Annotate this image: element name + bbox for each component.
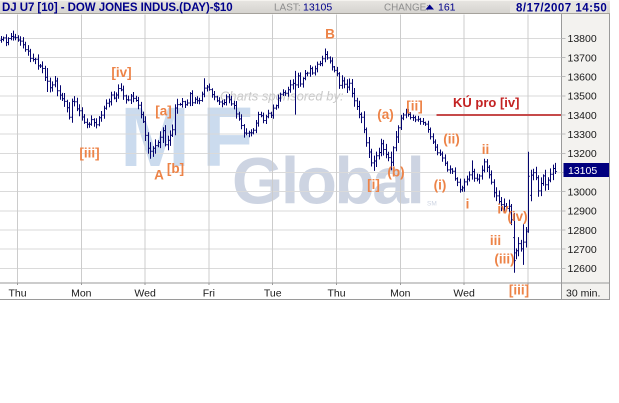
- svg-text:Thu: Thu: [8, 288, 26, 300]
- svg-text:13500: 13500: [568, 91, 597, 103]
- svg-text:iv: iv: [497, 202, 509, 217]
- svg-text:13300: 13300: [568, 129, 597, 141]
- svg-text:13800: 13800: [568, 33, 597, 45]
- svg-text:B: B: [325, 27, 335, 42]
- svg-text:Global: Global: [232, 144, 422, 218]
- svg-text:Mon: Mon: [390, 288, 411, 300]
- svg-text:12800: 12800: [568, 225, 597, 237]
- svg-text:(iv): (iv): [507, 209, 527, 224]
- svg-text:DJ U7 [10] - DOW JONES INDUS.(: DJ U7 [10] - DOW JONES INDUS.(DAY)-$10: [2, 2, 233, 14]
- svg-text:13105: 13105: [568, 165, 597, 177]
- svg-text:(iii): (iii): [494, 252, 514, 267]
- svg-text:KÚ pro [iv]: KÚ pro [iv]: [453, 95, 519, 110]
- svg-text:SM: SM: [427, 201, 437, 208]
- svg-text:12900: 12900: [568, 206, 597, 218]
- svg-text:8/17/2007 14:50: 8/17/2007 14:50: [516, 3, 607, 15]
- svg-text:12600: 12600: [568, 263, 597, 275]
- svg-text:Mon: Mon: [71, 288, 92, 300]
- svg-text:13400: 13400: [568, 110, 597, 122]
- svg-text:13200: 13200: [568, 148, 597, 160]
- svg-text:13000: 13000: [568, 186, 597, 198]
- svg-text:(b): (b): [387, 165, 404, 180]
- svg-text:A: A: [154, 167, 164, 182]
- svg-text:Wed: Wed: [134, 288, 156, 300]
- svg-text:CHANGE:: CHANGE:: [384, 3, 429, 14]
- svg-text:[iii]: [iii]: [509, 283, 529, 298]
- svg-text:Tue: Tue: [264, 288, 282, 300]
- svg-text:12700: 12700: [568, 244, 597, 256]
- svg-text:LAST:: LAST:: [274, 3, 301, 14]
- svg-text:[b]: [b]: [167, 161, 184, 176]
- svg-text:[iv]: [iv]: [111, 65, 131, 80]
- svg-text:(a): (a): [377, 107, 394, 122]
- svg-text:[a]: [a]: [155, 103, 172, 118]
- svg-text:Thu: Thu: [327, 288, 345, 300]
- svg-text:30 min.: 30 min.: [566, 288, 600, 300]
- svg-text:(ii): (ii): [443, 132, 460, 147]
- svg-text:13600: 13600: [568, 71, 597, 83]
- svg-text:(i): (i): [434, 178, 447, 193]
- svg-text:161: 161: [438, 2, 456, 14]
- svg-text:ii: ii: [482, 142, 490, 157]
- svg-text:[i]: [i]: [367, 177, 380, 192]
- svg-text:13700: 13700: [568, 52, 597, 64]
- svg-text:iii: iii: [490, 233, 501, 248]
- svg-text:Fri: Fri: [203, 288, 215, 300]
- svg-text:[iii]: [iii]: [79, 146, 99, 161]
- svg-text:[ii]: [ii]: [406, 99, 423, 114]
- svg-text:i: i: [466, 197, 470, 212]
- svg-text:13105: 13105: [303, 2, 332, 14]
- svg-text:Wed: Wed: [453, 288, 475, 300]
